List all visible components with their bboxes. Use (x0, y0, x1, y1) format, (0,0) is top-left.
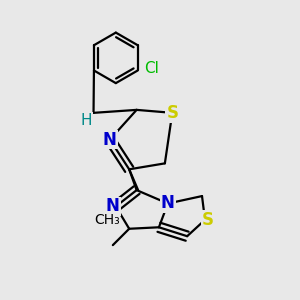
Text: N: N (106, 197, 120, 215)
Text: Cl: Cl (144, 61, 159, 76)
Text: N: N (161, 194, 175, 212)
Text: S: S (166, 104, 178, 122)
Text: S: S (202, 211, 214, 229)
Text: H: H (80, 113, 92, 128)
Text: N: N (103, 130, 117, 148)
Text: CH₃: CH₃ (94, 213, 120, 227)
